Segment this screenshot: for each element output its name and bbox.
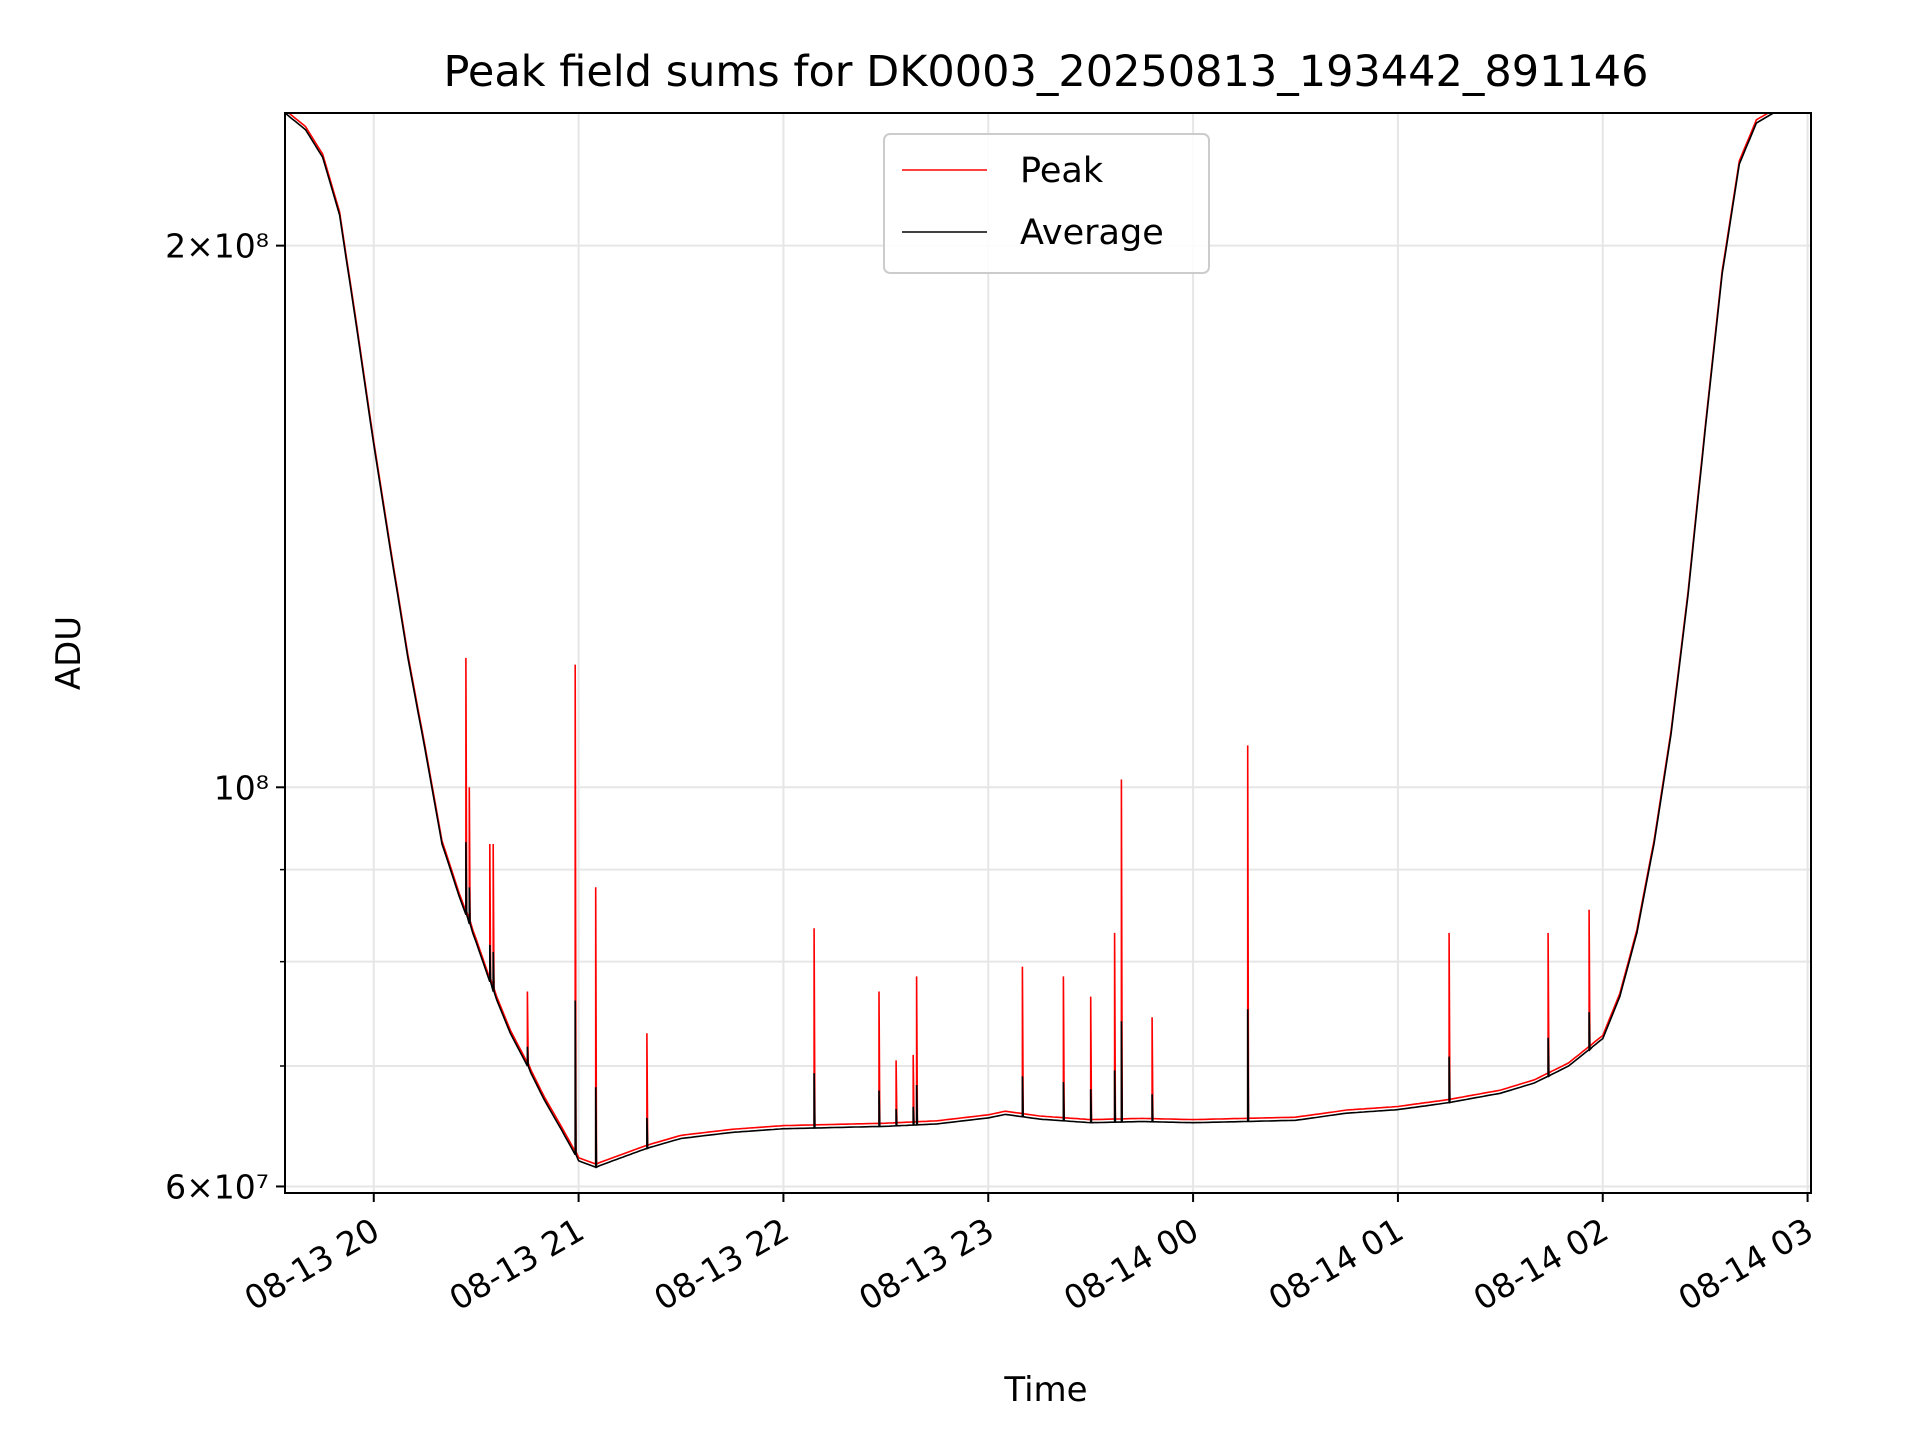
legend: Peak Average xyxy=(883,133,1210,274)
y-tick-label: 6×10⁷ xyxy=(165,1167,269,1206)
chart-title: Peak field sums for DK0003_20250813_1934… xyxy=(443,47,1648,97)
plot-area xyxy=(285,113,1811,1169)
average-series-line xyxy=(285,113,1811,1169)
x-axis-title: Time xyxy=(1003,1370,1087,1410)
y-axis-title: ADU xyxy=(49,616,89,690)
legend-box xyxy=(883,133,1210,274)
y-axis: 6×10⁷ 10⁸ 2×10⁸ xyxy=(165,227,285,1206)
legend-peak-label: Peak xyxy=(1020,151,1104,191)
y-tick-label: 2×10⁸ xyxy=(165,227,269,266)
peak-series-line xyxy=(287,113,1770,1166)
plot-frame xyxy=(284,112,1812,1194)
y-tick-label: 10⁸ xyxy=(214,768,269,807)
legend-average-label: Average xyxy=(1020,213,1164,253)
